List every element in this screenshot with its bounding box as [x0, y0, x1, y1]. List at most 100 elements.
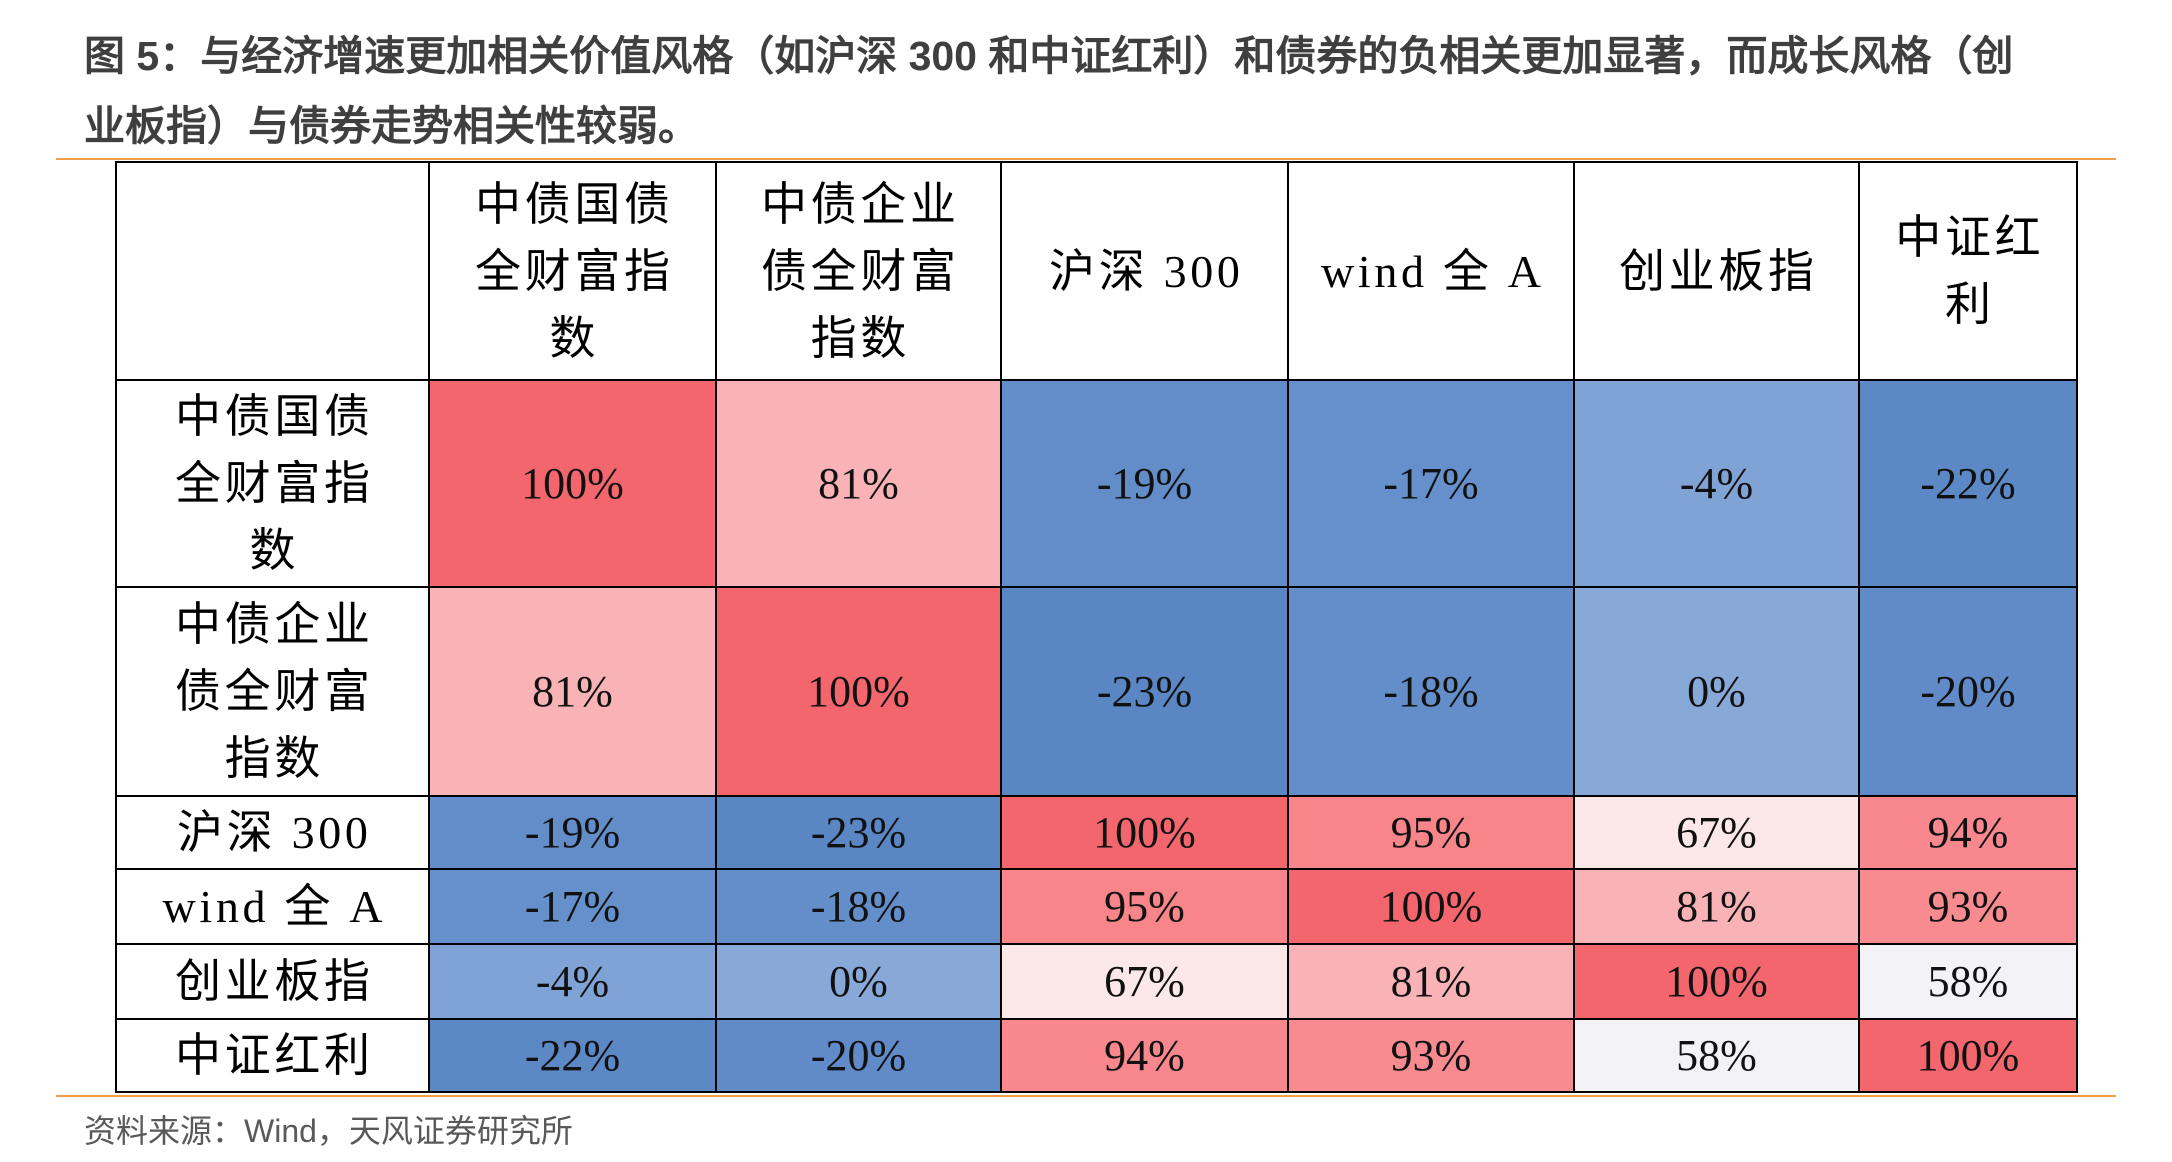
column-label: 创业板指	[1618, 245, 1818, 297]
cell-value: 0	[829, 957, 852, 1006]
correlation-cell: 95%	[1289, 797, 1573, 868]
cell-value: 94	[1104, 1031, 1149, 1080]
correlation-cell: -19%	[1002, 381, 1287, 586]
top-rule	[56, 158, 2116, 160]
row-header: 中债国债全财富指数	[117, 381, 428, 586]
cell-unit: %	[1148, 1031, 1185, 1080]
cell-value: 0	[1687, 667, 1710, 716]
correlation-cell: -23%	[1002, 588, 1287, 795]
row-label: wind 全 A	[162, 881, 387, 932]
row-header: 沪深 300	[117, 797, 428, 868]
correlation-cell: 67%	[1575, 797, 1858, 868]
cell-value: 100	[807, 667, 874, 716]
cell-unit: %	[1155, 667, 1193, 716]
cell-value: 95	[1390, 808, 1435, 857]
column-header: 创业板指	[1575, 163, 1858, 379]
cell-value: 93	[1927, 882, 1972, 931]
row-header: wind 全 A	[117, 870, 428, 943]
correlation-cell: 81%	[430, 588, 715, 795]
figure-title-line: 图 5：与经济增速更加相关价值风格（如沪深 300 和中证红利）和债券的负相关更…	[84, 33, 2014, 79]
correlation-cell: 0%	[1575, 588, 1858, 795]
correlation-cell: 100%	[1575, 945, 1858, 1018]
cell-value: 81	[818, 459, 863, 508]
cell-value: -20	[810, 1031, 870, 1080]
cell-value: 81	[1390, 957, 1435, 1006]
correlation-cell: -17%	[1289, 381, 1573, 586]
correlation-cell: -20%	[717, 1020, 1000, 1091]
cell-unit: %	[1731, 957, 1768, 1006]
cell-unit: %	[587, 459, 624, 508]
row-label: 创业板指	[174, 956, 374, 1007]
column-label: 中证红利	[1895, 212, 2045, 330]
column-header: 沪深 300	[1002, 163, 1287, 379]
cell-unit: %	[1720, 808, 1757, 857]
cell-unit: %	[1442, 667, 1479, 716]
cell-unit: %	[576, 667, 613, 716]
row-header: 中证红利	[117, 1020, 428, 1091]
cell-unit: %	[1979, 667, 2016, 716]
cell-value: 81	[1676, 882, 1721, 931]
cell-unit: %	[1148, 882, 1185, 931]
cell-value: 95	[1104, 882, 1149, 931]
cell-value: 58	[1927, 957, 1972, 1006]
cell-unit: %	[1155, 459, 1193, 508]
cell-unit: %	[1434, 1031, 1472, 1080]
correlation-cell: 0%	[717, 945, 1000, 1018]
correlation-cell: 58%	[1860, 945, 2076, 1018]
cell-unit: %	[1720, 882, 1757, 931]
cell-value: 93	[1390, 1031, 1435, 1080]
cell-value: -17	[1383, 459, 1442, 508]
correlation-cell: -18%	[1289, 588, 1573, 795]
correlation-cell: 94%	[1860, 797, 2076, 868]
row-label: 中债国债全财富指数	[174, 391, 374, 576]
cell-value: 58	[1676, 1031, 1721, 1080]
cell-value: 67	[1676, 808, 1721, 857]
cell-value: -22	[1920, 459, 1979, 508]
figure-title: 图 5：与经济增速更加相关价值风格（如沪深 300 和中证红利）和债券的负相关更…	[84, 21, 2144, 161]
cell-unit: %	[869, 1031, 907, 1080]
cell-value: -23	[810, 808, 870, 857]
column-header: wind 全 A	[1289, 163, 1573, 379]
correlation-cell: -23%	[717, 797, 1000, 868]
corner-cell	[117, 163, 428, 379]
cell-unit: %	[1159, 808, 1196, 857]
cell-value: -17	[524, 882, 584, 931]
cell-value: -18	[810, 882, 870, 931]
cell-unit: %	[1434, 808, 1472, 857]
cell-unit: %	[1442, 459, 1479, 508]
cell-value: -4	[535, 957, 573, 1006]
cell-unit: %	[583, 1031, 621, 1080]
cell-value: -19	[524, 808, 584, 857]
row-header: 中债企业债全财富指数	[117, 588, 428, 795]
cell-unit: %	[1434, 957, 1472, 1006]
cell-unit: %	[1979, 459, 2016, 508]
row-label: 沪深 300	[177, 807, 372, 858]
source-note: 资料来源：Wind，天风证券研究所	[84, 1113, 573, 1149]
row-label: 中债企业债全财富指数	[174, 599, 374, 784]
correlation-cell: 81%	[1575, 870, 1858, 943]
figure-title-line: 业板指）与债券走势相关性较弱。	[84, 103, 699, 149]
correlation-cell: 94%	[1002, 1020, 1287, 1091]
correlation-cell: 81%	[717, 381, 1000, 586]
cell-unit: %	[873, 667, 910, 716]
correlation-cell: 93%	[1860, 870, 2076, 943]
correlation-cell: 93%	[1289, 1020, 1573, 1091]
correlation-cell: 100%	[1289, 870, 1573, 943]
cell-unit: %	[1982, 1031, 2020, 1080]
column-header: 中证红利	[1860, 163, 2076, 379]
cell-value: 100	[1916, 1031, 1983, 1080]
cell-value: 94	[1927, 808, 1972, 857]
column-label: 沪深 300	[1049, 245, 1244, 297]
correlation-cell: -22%	[430, 1020, 715, 1091]
correlation-table: 中债国债全财富指数 中债企业债全财富指数 沪深 300 wind 全 A 创业板指 中证红…	[115, 161, 2078, 1093]
correlation-cell: -19%	[430, 797, 715, 868]
correlation-cell: 67%	[1002, 945, 1287, 1018]
correlation-cell: 58%	[1575, 1020, 1858, 1091]
row-label: 中证红利	[174, 1030, 374, 1081]
column-label: 中债国债全财富指数	[474, 178, 674, 364]
cell-unit: %	[862, 459, 899, 508]
bottom-rule	[56, 1095, 2116, 1097]
column-label: wind 全 A	[1321, 245, 1545, 297]
cell-unit: %	[851, 957, 888, 1006]
cell-value: 67	[1104, 957, 1149, 1006]
